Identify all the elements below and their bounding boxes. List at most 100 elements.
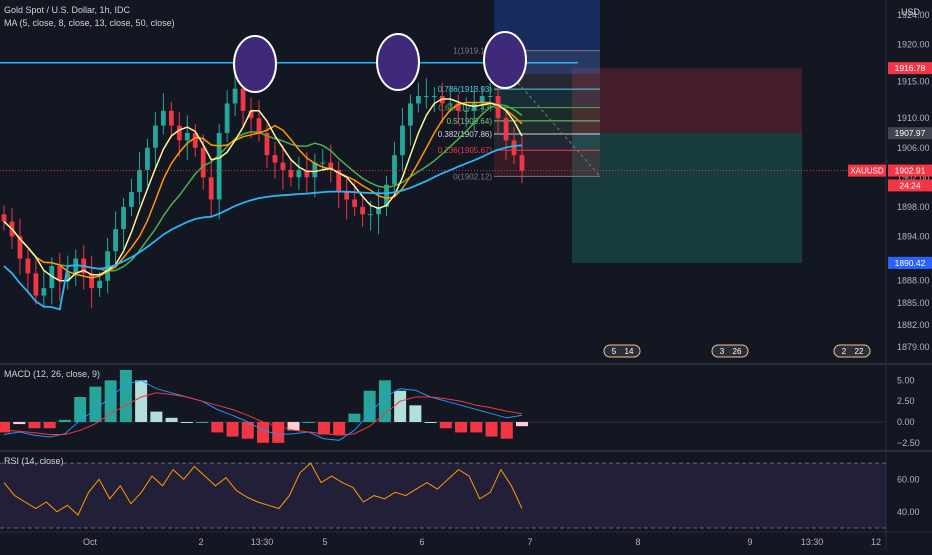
candle-body (320, 162, 326, 164)
candle-body (105, 251, 110, 281)
candle-body (121, 206, 126, 230)
price-badge (888, 179, 932, 192)
macd-histogram-bar (516, 422, 528, 427)
price-badge (888, 62, 932, 75)
candle-body (168, 110, 174, 126)
fib-zone (494, 120, 600, 135)
ma5-line (3, 98, 523, 282)
candle-body (264, 132, 270, 156)
candle-body (1, 214, 7, 222)
fib-label: 0.786(1913.93) (438, 85, 493, 94)
chart-title-legend: Gold Spot / U.S. Dollar, 1h, IDC (4, 5, 136, 15)
rsi-tick-label: 40.00 (897, 507, 920, 517)
candle-body (200, 147, 206, 178)
candle-body (519, 155, 525, 171)
macd-histogram-bar (424, 422, 437, 423)
candle-body (272, 155, 278, 163)
candle-body (503, 118, 509, 141)
candle-body (17, 236, 23, 259)
price-badge-label: 1907.97 (895, 128, 926, 138)
macd-histogram-bar (180, 422, 193, 423)
event-count: 14 (625, 347, 634, 356)
price-tick-label: 1898.00 (897, 202, 930, 212)
time-tick-label: 12 (871, 537, 881, 547)
price-tick-label: 1882.00 (897, 320, 930, 330)
ma-legend-text: MA (5, close, 8, close, 13, close, 50, c… (4, 18, 175, 28)
event-label: 5 (612, 347, 617, 356)
macd-histogram-bar (363, 390, 376, 422)
macd-histogram-bar (135, 380, 148, 422)
candle-body (129, 192, 134, 207)
candle-body (487, 96, 493, 98)
fib-label: 0.236(1905.67) (438, 146, 493, 155)
candle-body (352, 199, 358, 207)
ma-legend: MA (5, close, 8, close, 13, close, 50, c… (4, 18, 181, 28)
ma8-line (3, 101, 523, 279)
chart-title: Gold Spot / U.S. Dollar, 1h, IDC (4, 5, 131, 15)
macd-tick-label: 0.00 (897, 417, 915, 427)
time-tick-label: 9 (747, 537, 752, 547)
target-zone (572, 133, 802, 263)
time-tick-label: 5 (322, 537, 327, 547)
candle-body (57, 265, 63, 281)
rsi-tick-label: 60.00 (897, 474, 920, 484)
price-tick-label: 1879.00 (897, 342, 930, 352)
price-badge (888, 164, 932, 177)
price-badge-label: 1890.42 (895, 258, 926, 268)
macd-histogram-bar (439, 422, 452, 429)
candle-body (137, 169, 142, 193)
macd-tick-label: 2.50 (897, 396, 915, 406)
time-tick-label: 6 (419, 537, 424, 547)
candle-body (65, 273, 71, 281)
symbol-tag: XAUUSD (850, 167, 884, 176)
macd-histogram-bar (13, 422, 26, 425)
candle-body (33, 273, 39, 296)
rsi-legend: RSI (14, close) (4, 456, 70, 466)
candle-body (248, 110, 254, 119)
candle-body (376, 206, 381, 215)
rsi-line (3, 462, 523, 516)
candle-body (328, 162, 334, 170)
rsi-band (0, 463, 886, 528)
macd-histogram-bar (104, 380, 117, 422)
macd-histogram-bar (241, 422, 254, 439)
macd-label: MACD (12, 26, close, 9) (4, 369, 101, 379)
fib-zone (494, 134, 600, 151)
peak-highlight-circle (376, 33, 420, 91)
price-tick-label: 1915.00 (897, 76, 930, 86)
rsi-label: RSI (14, close) (4, 456, 64, 466)
macd-histogram-bar (317, 422, 330, 435)
macd-histogram-bar (409, 405, 422, 422)
candle-body (240, 88, 246, 111)
candle-body (280, 162, 286, 170)
macd-histogram-bar (74, 397, 87, 422)
event-badge (711, 344, 749, 358)
candle-body (336, 169, 342, 193)
event-count: 26 (733, 347, 742, 356)
time-tick-label: 13:30 (251, 537, 274, 547)
macd-histogram-bar (333, 422, 346, 435)
stop-zone (572, 68, 802, 134)
time-tick-label: 2 (198, 537, 203, 547)
macd-histogram-bar (58, 419, 71, 422)
candle-body (431, 96, 437, 98)
fib-zone (494, 107, 600, 121)
time-tick-label: Oct (83, 537, 98, 547)
candle-body (216, 132, 222, 200)
macd-tick-label: −2.50 (897, 438, 920, 448)
macd-tick-label: 5.00 (897, 375, 915, 385)
candle-body (25, 258, 31, 274)
price-tick-label: 1906.00 (897, 143, 930, 153)
peak-highlight-circle (483, 31, 527, 89)
time-tick-label: 8 (635, 537, 640, 547)
macd-histogram-bar (500, 422, 513, 439)
candle-body (176, 125, 182, 141)
price-tick-label: 1885.00 (897, 298, 930, 308)
macd-histogram-bar (470, 422, 483, 433)
macd-histogram-bar (485, 422, 498, 437)
candle-body (495, 96, 501, 119)
ma50-line (3, 144, 523, 311)
fib-label: 0(1902.12) (453, 172, 492, 181)
